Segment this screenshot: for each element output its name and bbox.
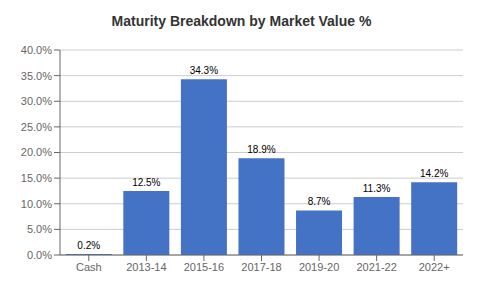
svg-text:30.0%: 30.0%	[21, 95, 52, 107]
svg-text:8.7%: 8.7%	[308, 196, 331, 207]
svg-text:14.2%: 14.2%	[420, 168, 448, 179]
svg-text:35.0%: 35.0%	[21, 70, 52, 82]
svg-text:18.9%: 18.9%	[247, 144, 275, 155]
svg-text:Cash: Cash	[76, 261, 102, 273]
svg-text:34.3%: 34.3%	[190, 65, 218, 76]
svg-text:10.0%: 10.0%	[21, 198, 52, 210]
svg-text:20.0%: 20.0%	[21, 146, 52, 158]
svg-text:5.0%: 5.0%	[27, 223, 52, 235]
svg-text:15.0%: 15.0%	[21, 172, 52, 184]
svg-text:0.0%: 0.0%	[27, 249, 52, 261]
svg-text:25.0%: 25.0%	[21, 121, 52, 133]
svg-text:2013-14: 2013-14	[126, 261, 166, 273]
svg-text:2021-22: 2021-22	[356, 261, 396, 273]
svg-text:2022+: 2022+	[419, 261, 450, 273]
svg-text:2017-18: 2017-18	[241, 261, 281, 273]
svg-text:11.3%: 11.3%	[363, 183, 391, 194]
svg-text:2015-16: 2015-16	[184, 261, 224, 273]
svg-text:0.2%: 0.2%	[77, 240, 100, 251]
svg-text:12.5%: 12.5%	[132, 177, 160, 188]
svg-text:40.0%: 40.0%	[21, 44, 52, 56]
svg-text:2019-20: 2019-20	[299, 261, 339, 273]
html-text:Maturity Breakdown by Market V: Maturity Breakdown by Market Value %	[111, 13, 372, 29]
